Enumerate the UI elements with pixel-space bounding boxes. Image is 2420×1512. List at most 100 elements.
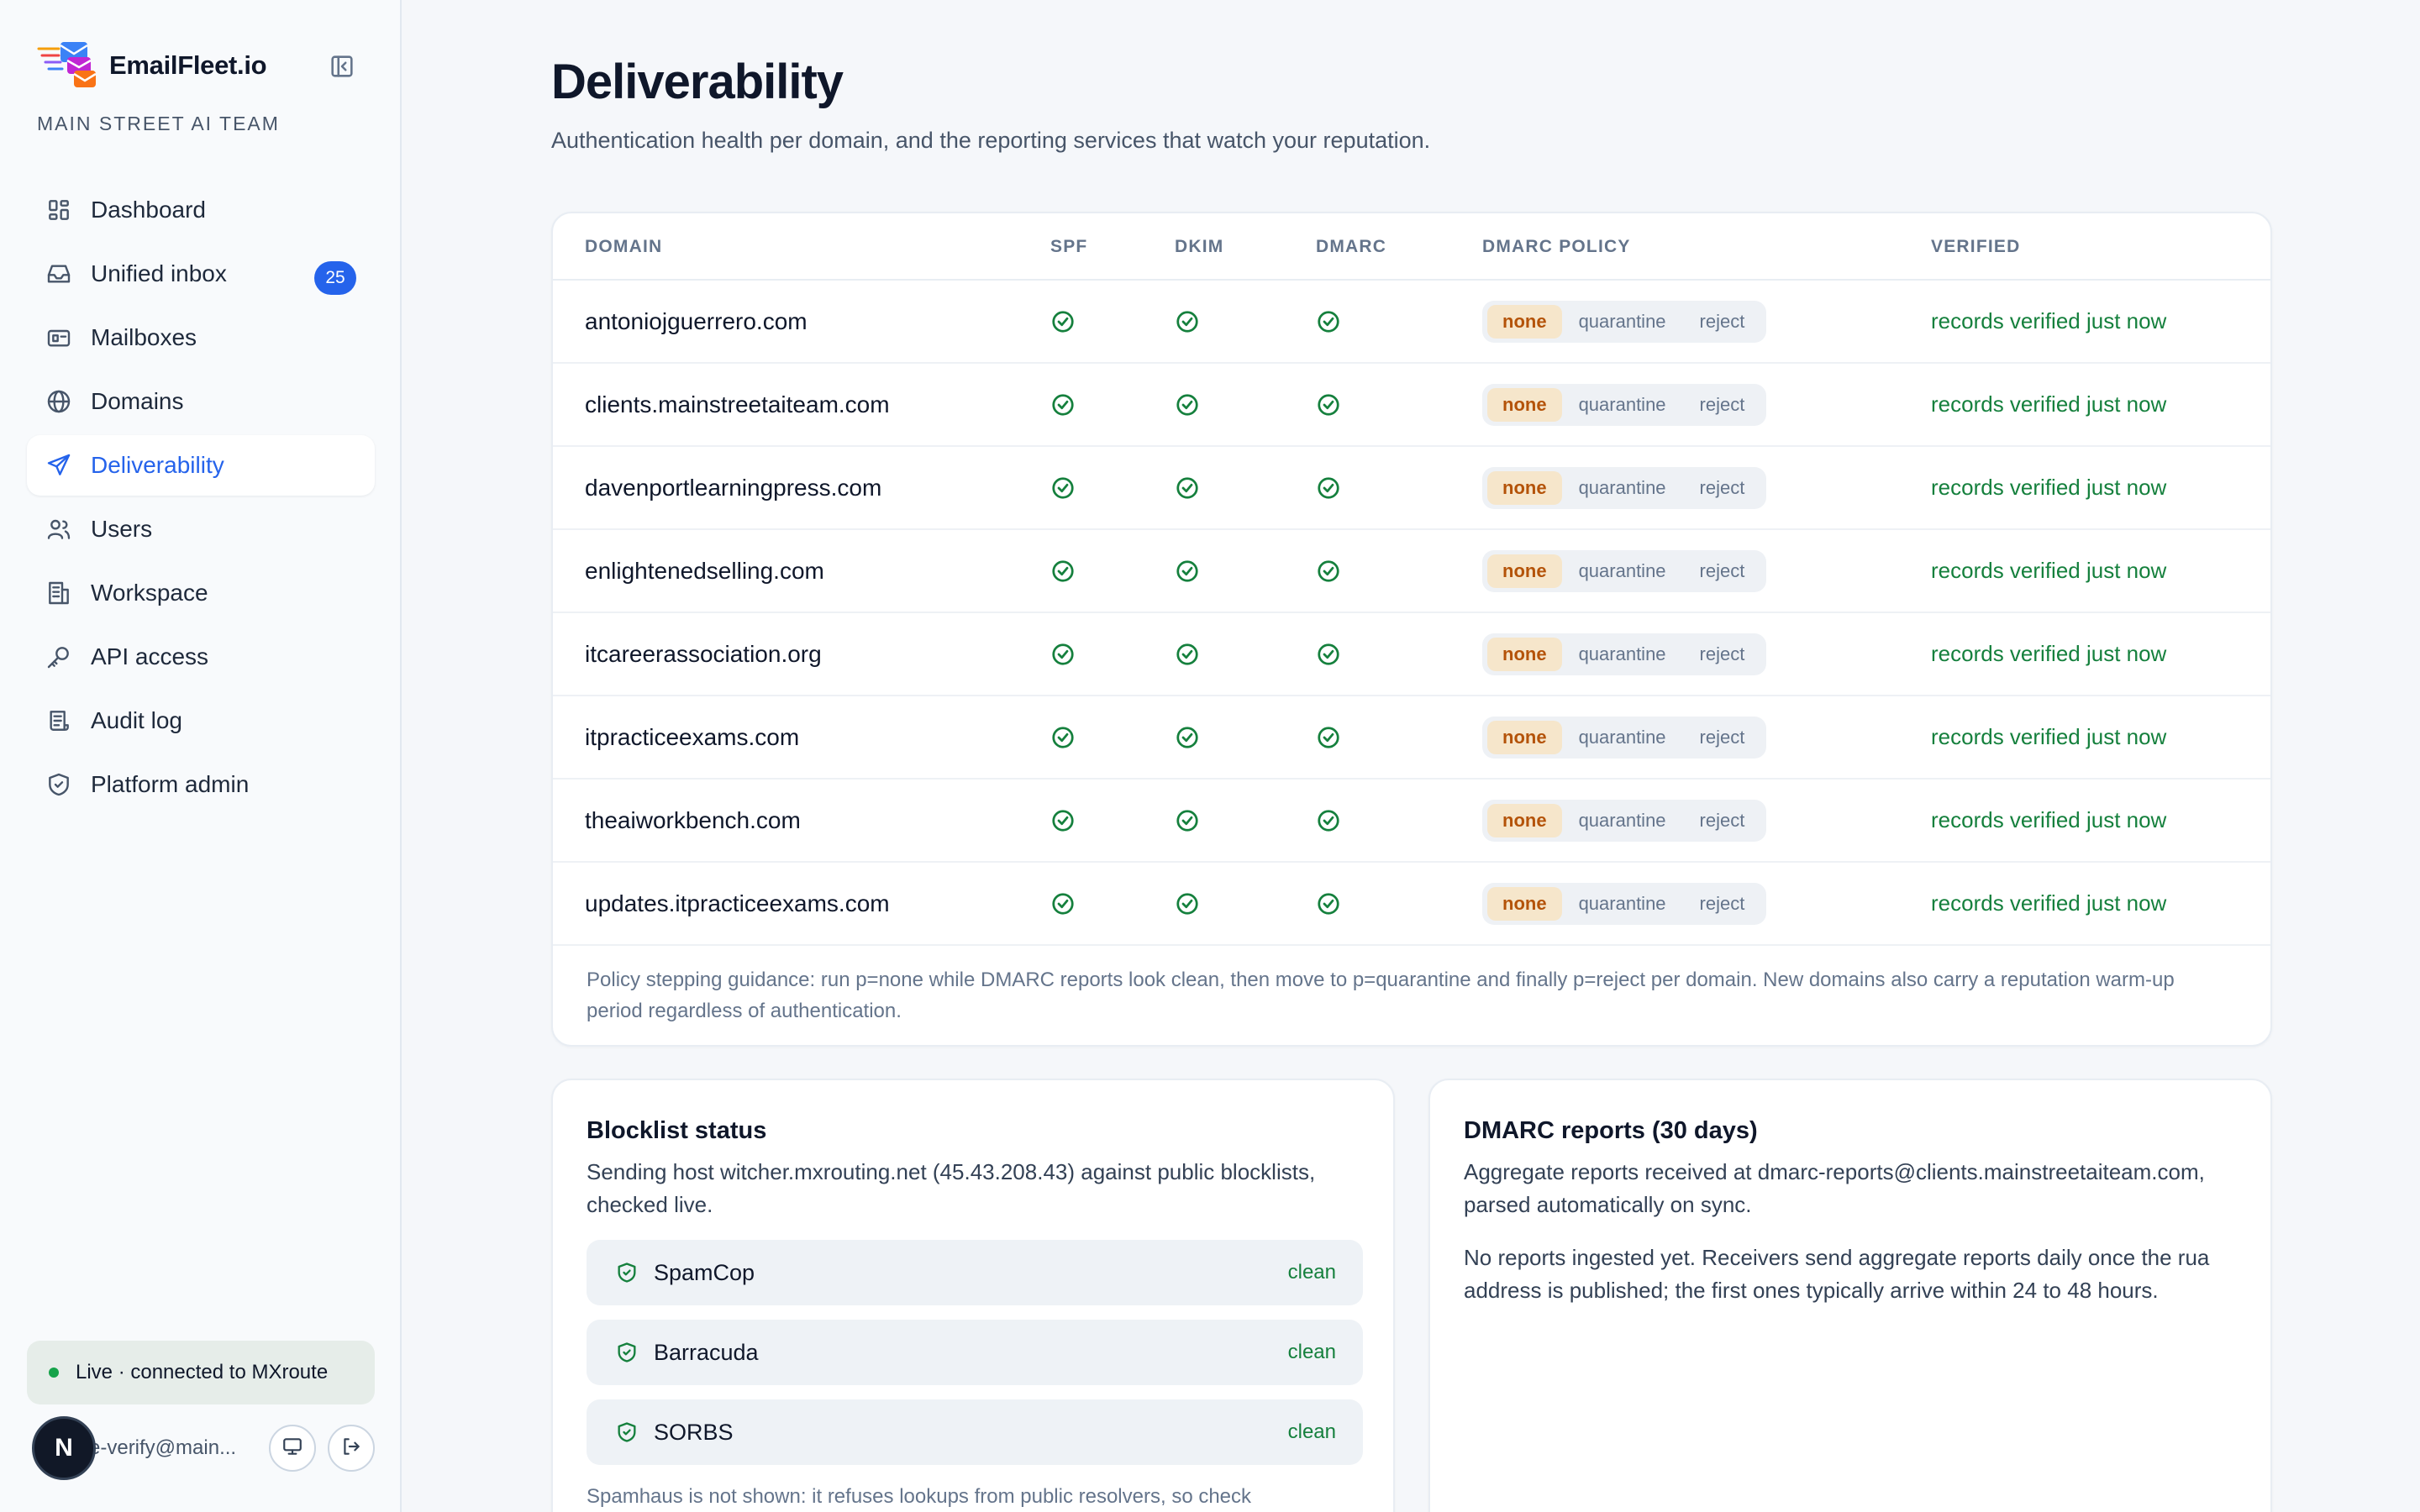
display-settings-button[interactable] (269, 1425, 316, 1472)
verified-status: records verified just now (1931, 890, 2167, 916)
sidebar-item-dashboard[interactable]: Dashboard (27, 180, 375, 240)
verified-status: records verified just now (1931, 475, 2167, 500)
dmarc-pass-check-icon (1316, 392, 1341, 417)
sidebar-item-platform-admin[interactable]: Platform admin (27, 754, 375, 815)
policy-option-reject[interactable]: reject (1699, 393, 1745, 415)
dmarc-policy-selector: none quarantine reject (1482, 716, 1767, 759)
live-status-dot-icon (49, 1368, 59, 1378)
brand[interactable]: EmailFleet.io (37, 39, 267, 92)
inbox-icon (45, 260, 72, 287)
connection-status-label: Live · connected to MXroute (76, 1361, 329, 1383)
sidebar-item-deliverability[interactable]: Deliverability (27, 435, 375, 496)
policy-option-quarantine[interactable]: quarantine (1578, 892, 1666, 914)
policy-option-reject[interactable]: reject (1699, 559, 1745, 581)
policy-option-none[interactable]: none (1487, 554, 1562, 588)
sidebar-item-label: Deliverability (91, 452, 224, 478)
page-subtitle: Authentication health per domain, and th… (551, 128, 1431, 153)
table-header: DOMAIN SPF DKIM DMARC DMARC POLICY VERIF… (553, 213, 2270, 281)
policy-option-none[interactable]: none (1487, 637, 1562, 671)
policy-option-reject[interactable]: reject (1699, 310, 1745, 332)
spf-pass-check-icon (1050, 725, 1076, 750)
policy-option-quarantine[interactable]: quarantine (1578, 310, 1666, 332)
blocklist-name: SORBS (654, 1419, 734, 1445)
blocklist-item-barracuda: Barracuda clean (587, 1320, 1363, 1385)
blocklist-name: Barracuda (654, 1339, 759, 1365)
shield-check-icon (615, 1261, 639, 1284)
column-header-dmarc-policy: DMARC POLICY (1482, 237, 1631, 256)
domain-name: itpracticeexams.com (585, 723, 800, 750)
logout-icon (340, 1436, 362, 1462)
sidebar-item-users[interactable]: Users (27, 499, 375, 559)
policy-option-none[interactable]: none (1487, 387, 1562, 422)
sidebar-item-label: Domains (91, 388, 184, 414)
sidebar-item-workspace[interactable]: Workspace (27, 563, 375, 623)
policy-option-none[interactable]: none (1487, 720, 1562, 754)
domain-name: davenportlearningpress.com (585, 474, 882, 501)
dkim-pass-check-icon (1175, 725, 1200, 750)
sidebar-nav: Dashboard Unified inbox 25 Mailboxes Dom… (27, 180, 375, 818)
spf-pass-check-icon (1050, 642, 1076, 667)
sidebar-item-domains[interactable]: Domains (27, 371, 375, 432)
table-row: davenportlearningpress.com none quarantine… (553, 447, 2270, 530)
collapse-sidebar-icon[interactable] (328, 52, 356, 81)
verified-status: records verified just now (1931, 724, 2167, 749)
column-header-domain: DOMAIN (585, 237, 663, 256)
domain-name: theaiworkbench.com (585, 806, 801, 833)
policy-option-quarantine[interactable]: quarantine (1578, 393, 1666, 415)
policy-option-quarantine[interactable]: quarantine (1578, 809, 1666, 831)
dashboard-icon (45, 197, 72, 223)
dmarc-pass-check-icon (1316, 642, 1341, 667)
dmarc-policy-selector: none quarantine reject (1482, 799, 1767, 842)
blocklist-item-sorbs: SORBS clean (587, 1399, 1363, 1465)
sidebar-item-label: Dashboard (91, 197, 206, 223)
policy-option-reject[interactable]: reject (1699, 809, 1745, 831)
page-title: Deliverability (551, 55, 844, 109)
policy-option-reject[interactable]: reject (1699, 476, 1745, 498)
send-icon (45, 452, 72, 479)
sidebar-item-api-access[interactable]: API access (27, 627, 375, 687)
dkim-pass-check-icon (1175, 559, 1200, 584)
policy-option-reject[interactable]: reject (1699, 643, 1745, 664)
logout-button[interactable] (328, 1425, 375, 1472)
blocklist-name: SpamCop (654, 1259, 755, 1285)
sidebar-item-audit-log[interactable]: Audit log (27, 690, 375, 751)
policy-option-quarantine[interactable]: quarantine (1578, 643, 1666, 664)
users-icon (45, 516, 72, 543)
column-header-verified: VERIFIED (1931, 237, 2021, 256)
avatar[interactable]: N (32, 1416, 96, 1480)
sidebar-item-label: Mailboxes (91, 324, 197, 350)
dmarc-pass-check-icon (1316, 808, 1341, 833)
blocklist-description: Sending host witcher.mxrouting.net (45.4… (587, 1159, 1316, 1217)
shield-icon (45, 771, 72, 798)
user-email: e-verify@main... (89, 1436, 237, 1459)
policy-option-none[interactable]: none (1487, 470, 1562, 505)
policy-option-none[interactable]: none (1487, 886, 1562, 921)
blocklist-item-spamcop: SpamCop clean (587, 1240, 1363, 1305)
dmarc-reports-description: Aggregate reports received at dmarc-repo… (1464, 1159, 2205, 1217)
connection-status: Live · connected to MXroute (27, 1341, 375, 1404)
policy-option-quarantine[interactable]: quarantine (1578, 726, 1666, 748)
dmarc-reports-title: DMARC reports (30 days) (1464, 1117, 1758, 1144)
table-row: theaiworkbench.com none quarantine reject re… (553, 780, 2270, 863)
sidebar-item-mailboxes[interactable]: Mailboxes (27, 307, 375, 368)
spamhaus-note: Spamhaus is not shown: it refuses lookup… (587, 1485, 1252, 1508)
building-icon (45, 580, 72, 606)
policy-option-quarantine[interactable]: quarantine (1578, 476, 1666, 498)
brand-name: EmailFleet.io (109, 50, 267, 80)
policy-option-reject[interactable]: reject (1699, 892, 1745, 914)
policy-option-reject[interactable]: reject (1699, 726, 1745, 748)
blocklist-status: clean (1287, 1420, 1336, 1443)
dmarc-pass-check-icon (1316, 725, 1341, 750)
table-row: updates.itpracticeexams.com none quarantin… (553, 863, 2270, 946)
sidebar-item-unified-inbox[interactable]: Unified inbox 25 (27, 244, 375, 304)
policy-option-none[interactable]: none (1487, 304, 1562, 339)
dmarc-policy-selector: none quarantine reject (1482, 300, 1767, 343)
shield-check-icon (615, 1420, 639, 1444)
policy-option-none[interactable]: none (1487, 803, 1562, 837)
spf-pass-check-icon (1050, 808, 1076, 833)
table-row: itcareerassociation.org none quarantine rej… (553, 613, 2270, 696)
domain-auth-table: DOMAIN SPF DKIM DMARC DMARC POLICY VERIF… (551, 212, 2272, 1047)
policy-option-quarantine[interactable]: quarantine (1578, 559, 1666, 581)
table-row: antoniojguerrero.com none quarantine reject… (553, 281, 2270, 364)
table-row: itpracticeexams.com none quarantine reject r… (553, 696, 2270, 780)
